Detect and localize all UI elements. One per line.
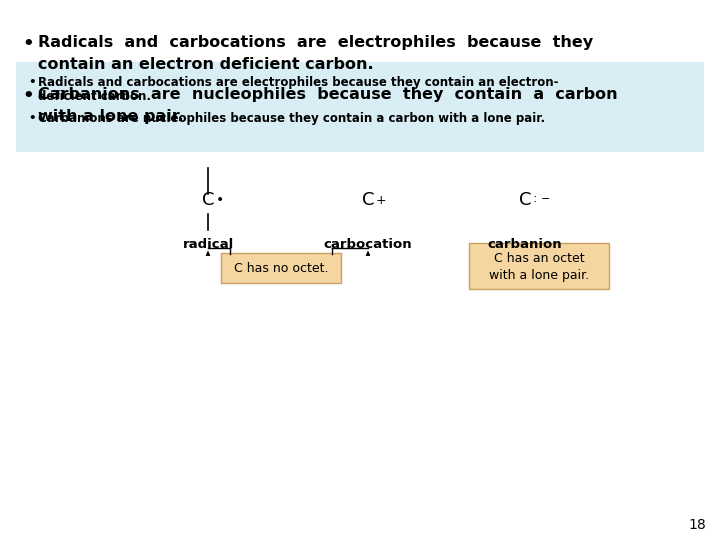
- Text: Carbanions  are  nucleophiles  because  they  contain  a  carbon: Carbanions are nucleophiles because they…: [38, 87, 618, 102]
- Text: radical: radical: [182, 238, 233, 251]
- Text: C has an octet: C has an octet: [494, 252, 585, 265]
- Text: contain an electron deficient carbon.: contain an electron deficient carbon.: [38, 57, 374, 72]
- Text: deficient carbon.: deficient carbon.: [38, 90, 151, 103]
- Text: C: C: [519, 191, 531, 209]
- Text: −: −: [541, 194, 550, 204]
- Text: 18: 18: [688, 518, 706, 532]
- Text: •: •: [22, 87, 34, 105]
- Text: Radicals  and  carbocations  are  electrophiles  because  they: Radicals and carbocations are electrophi…: [38, 35, 593, 50]
- Text: with a lone pair.: with a lone pair.: [38, 109, 184, 124]
- Text: •: •: [22, 35, 34, 53]
- Text: with a lone pair.: with a lone pair.: [489, 269, 589, 282]
- Text: •: •: [216, 193, 224, 207]
- Text: Carbanions are nucleophiles because they contain a carbon with a lone pair.: Carbanions are nucleophiles because they…: [38, 112, 545, 125]
- Text: carbanion: carbanion: [487, 238, 562, 251]
- Text: C: C: [362, 191, 374, 209]
- Text: C: C: [202, 191, 215, 209]
- Text: C has no octet.: C has no octet.: [234, 261, 328, 274]
- Text: :: :: [533, 192, 537, 205]
- FancyBboxPatch shape: [469, 243, 609, 289]
- Text: carbocation: carbocation: [324, 238, 413, 251]
- FancyBboxPatch shape: [16, 62, 704, 152]
- Text: •: •: [28, 76, 35, 89]
- FancyBboxPatch shape: [221, 253, 341, 283]
- Text: •: •: [28, 112, 35, 125]
- Text: +: +: [376, 193, 387, 206]
- Text: Radicals and carbocations are electrophiles because they contain an electron-: Radicals and carbocations are electrophi…: [38, 76, 559, 89]
